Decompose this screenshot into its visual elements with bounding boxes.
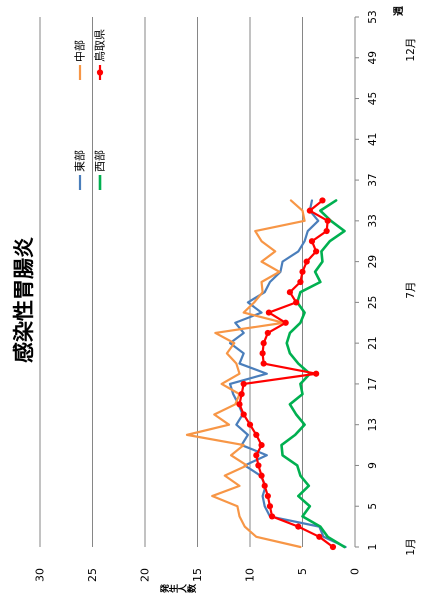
legend-label-east-series: 東部 bbox=[73, 150, 87, 172]
tottori-series-point bbox=[329, 543, 337, 551]
tottori-series-point bbox=[293, 299, 300, 306]
tottori-series-point bbox=[266, 503, 274, 510]
tottori-series-point bbox=[295, 523, 302, 530]
tottori-series-point bbox=[255, 462, 262, 469]
tottori-series-point bbox=[260, 360, 267, 367]
y-tick-label: 0 bbox=[349, 568, 362, 575]
tottori-series-point bbox=[316, 533, 323, 540]
tottori-series-point bbox=[253, 452, 260, 459]
tottori-series-point bbox=[259, 350, 266, 357]
month-label: 12月 bbox=[405, 38, 417, 62]
y-tick-label: 5 bbox=[296, 568, 309, 575]
x-tick-label: 1 bbox=[367, 544, 379, 551]
y-tick-label: 10 bbox=[244, 568, 257, 582]
x-tick-label: 25 bbox=[367, 296, 379, 309]
tottori-series-point bbox=[236, 401, 243, 408]
x-tick-label: 37 bbox=[367, 173, 379, 186]
tottori-series-point bbox=[299, 268, 306, 275]
x-tick-label: 49 bbox=[367, 51, 379, 64]
tottori-series-point bbox=[246, 421, 254, 428]
tottori-series-point bbox=[264, 492, 271, 500]
tottori-series-point bbox=[240, 411, 247, 418]
tottori-series-point bbox=[313, 370, 320, 377]
x-tick-label: 17 bbox=[367, 377, 379, 390]
tottori-series-point bbox=[282, 319, 289, 326]
tottori-series-point bbox=[303, 258, 310, 265]
tottori-series-point bbox=[308, 238, 316, 245]
y-tick-label: 20 bbox=[139, 568, 152, 582]
x-axis-title: 週 bbox=[393, 6, 405, 16]
tottori-series-point bbox=[253, 431, 260, 438]
tottori-series-point bbox=[306, 207, 313, 214]
y-tick-label: 15 bbox=[191, 568, 204, 582]
tottori-series-point bbox=[265, 309, 272, 316]
tottori-series-point bbox=[260, 340, 267, 347]
month-label: 7月 bbox=[405, 282, 417, 299]
tottori-series-point bbox=[313, 248, 320, 255]
chart-title: 感染性胃腸炎 bbox=[12, 237, 36, 363]
x-tick-label: 33 bbox=[367, 214, 379, 227]
month-label: 1月 bbox=[405, 538, 417, 555]
legend-label-west-series: 西部 bbox=[93, 150, 107, 172]
tottori-series-point bbox=[261, 482, 268, 489]
x-tick-label: 41 bbox=[367, 133, 379, 146]
legend-marker-tottori-series bbox=[96, 69, 104, 76]
x-tick-label: 21 bbox=[367, 336, 379, 349]
tottori-series-point bbox=[240, 380, 247, 388]
tottori-series-point bbox=[319, 197, 326, 204]
tottori-series-point bbox=[323, 227, 330, 235]
tottori-series-point bbox=[286, 289, 293, 296]
tottori-series-point bbox=[324, 217, 331, 224]
x-tick-label: 9 bbox=[367, 462, 379, 469]
y-axis-title: 発生人数 bbox=[159, 584, 197, 596]
x-tick-label: 29 bbox=[367, 255, 379, 268]
x-tick-label: 13 bbox=[367, 418, 379, 431]
legend-label-central-series: 中部 bbox=[73, 40, 87, 62]
legend-label-tottori-series: 鳥取県 bbox=[93, 29, 107, 62]
x-tick-label: 5 bbox=[367, 503, 379, 510]
tottori-series-point bbox=[258, 472, 265, 479]
tottori-series-point bbox=[297, 278, 304, 286]
central-series-line bbox=[185, 199, 306, 549]
plot-area: 05101520253015913172125293337414549531月7… bbox=[34, 10, 418, 582]
tottori-series-point bbox=[238, 391, 245, 398]
tottori-series-point bbox=[264, 329, 271, 337]
x-tick-label: 53 bbox=[367, 10, 379, 23]
y-tick-label: 30 bbox=[34, 568, 47, 582]
tottori-series-point bbox=[268, 513, 276, 520]
rotated-chart-group: 05101520253015913172125293337414549531月7… bbox=[12, 6, 417, 595]
y-tick-label: 25 bbox=[86, 568, 99, 582]
tottori-series-point bbox=[258, 441, 265, 449]
x-tick-label: 45 bbox=[367, 92, 379, 105]
